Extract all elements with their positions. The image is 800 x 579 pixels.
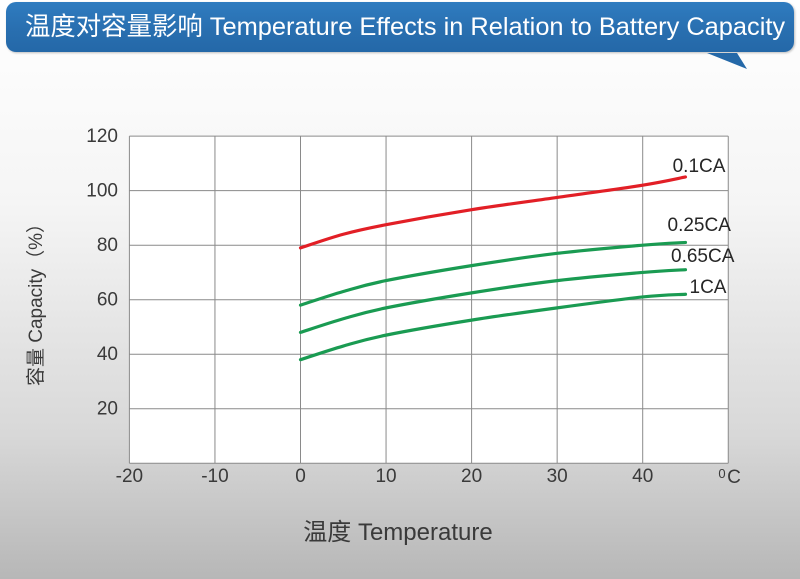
svg-text:60: 60 xyxy=(97,290,118,311)
svg-text:0.1CA: 0.1CA xyxy=(673,156,726,177)
svg-text:温度 Temperature: 温度 Temperature xyxy=(303,519,492,546)
svg-text:80: 80 xyxy=(97,235,118,256)
svg-text:0: 0 xyxy=(295,466,306,487)
svg-text:20: 20 xyxy=(461,466,482,487)
svg-text:0.65CA: 0.65CA xyxy=(671,246,735,267)
svg-text:120: 120 xyxy=(86,126,118,147)
svg-text:1CA: 1CA xyxy=(690,277,727,298)
svg-text:0: 0 xyxy=(718,466,725,481)
svg-text:-20: -20 xyxy=(116,466,143,487)
svg-text:10: 10 xyxy=(375,466,396,487)
svg-text:40: 40 xyxy=(97,344,118,365)
svg-text:-10: -10 xyxy=(201,466,228,487)
svg-text:20: 20 xyxy=(97,399,118,420)
svg-text:容量 Capacity（%）: 容量 Capacity（%） xyxy=(25,214,47,386)
svg-text:40: 40 xyxy=(632,466,653,487)
svg-text:C: C xyxy=(727,467,741,488)
svg-text:0.25CA: 0.25CA xyxy=(668,215,732,236)
svg-text:100: 100 xyxy=(86,181,118,202)
svg-text:30: 30 xyxy=(547,466,568,487)
